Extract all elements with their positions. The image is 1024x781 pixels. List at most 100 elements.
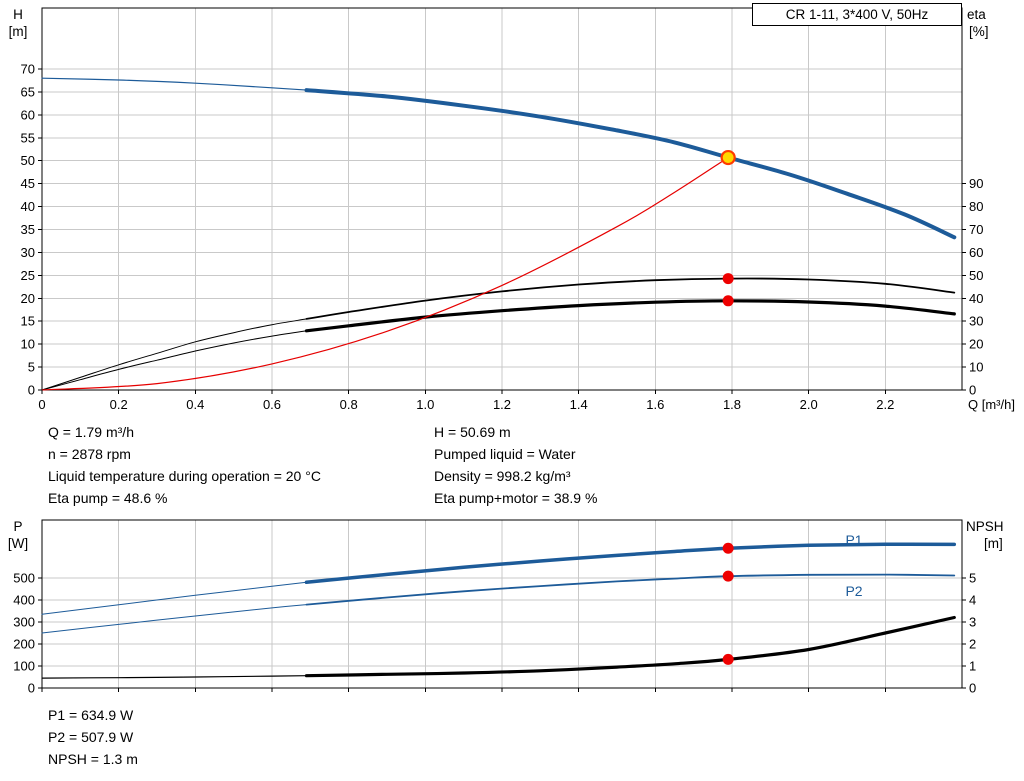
power-axis-label: P [13, 519, 22, 534]
x-tick-label: 1.8 [723, 397, 741, 412]
curve-head-curve [304, 88, 957, 240]
duty-dot-marker [722, 653, 734, 665]
liquid-temperature-text: Liquid temperature during operation = 20… [48, 468, 321, 484]
operating-data-block: Q = 1.79 m³/h n = 2878 rpm Liquid temper… [48, 424, 597, 506]
y-left-tick-label: 35 [21, 222, 35, 237]
x-tick-label: 0 [38, 397, 45, 412]
y-left-tick-label: 0 [28, 681, 35, 696]
curve-P2 [305, 573, 956, 606]
npsh-value-text: NPSH = 1.3 m [48, 751, 138, 767]
power-axis-unit: [W] [8, 536, 28, 551]
duty-dot-marker [722, 273, 734, 285]
y-right-tick-label: 1 [969, 658, 976, 673]
curve-system-curve [41, 156, 729, 391]
y-left-tick-label: 20 [21, 291, 35, 306]
y-right-tick-label: 80 [969, 199, 983, 214]
head-axis-unit: [m] [9, 24, 28, 39]
bottom-chart-grid [42, 520, 962, 688]
eta-axis-label: eta [967, 7, 986, 22]
y-right-tick-label: 90 [969, 176, 983, 191]
duty-point-marker[interactable] [720, 149, 736, 166]
curve-NPSH-curve [304, 615, 956, 678]
y-left-tick-label: 60 [21, 107, 35, 122]
p2-value-text: P2 = 507.9 W [48, 729, 134, 745]
y-left-tick-label: 45 [21, 176, 35, 191]
duty-dot-marker [722, 542, 734, 554]
top-chart-grid [42, 8, 962, 390]
curve-NPSH-curve-thin [41, 675, 308, 679]
y-right-tick-label: 50 [969, 268, 983, 283]
x-tick-label: 2.2 [876, 397, 894, 412]
curve-eta-pump [305, 277, 956, 320]
y-right-tick-label: 0 [969, 681, 976, 696]
x-tick-label: 1.6 [646, 397, 664, 412]
y-right-tick-label: 0 [969, 383, 976, 398]
y-left-tick-label: 25 [21, 268, 35, 283]
x-tick-label: 1.2 [493, 397, 511, 412]
p1-curve-label: P1 [845, 532, 862, 548]
curve-P1 [304, 542, 957, 585]
p1-value-text: P1 = 634.9 W [48, 707, 134, 723]
y-left-tick-label: 55 [21, 130, 35, 145]
speed-text: n = 2878 rpm [48, 446, 131, 462]
y-right-tick-label: 70 [969, 222, 983, 237]
duty-dot-marker [722, 570, 734, 582]
y-right-tick-label: 30 [969, 314, 983, 329]
top-chart-axes: 0 0.2 0.4 0.6 0.8 1.0 1.2 1.4 1.6 1.8 2.0 2.2 0 5 10 15… [21, 61, 984, 412]
top-chart-curves [41, 77, 957, 391]
flow-axis-label: Q [m³/h] [968, 397, 1015, 412]
eta-pump-text: Eta pump = 48.6 % [48, 490, 167, 506]
pumped-liquid-text: Pumped liquid = Water [434, 446, 576, 462]
npsh-axis-unit: [m] [984, 536, 1003, 551]
duty-flow-text: Q = 1.79 m³/h [48, 424, 134, 440]
x-tick-label: 0.8 [340, 397, 358, 412]
y-left-tick-label: 300 [13, 614, 35, 629]
x-tick-label: 2.0 [800, 397, 818, 412]
pump-title-box: CR 1-11, 3*400 V, 50Hz [752, 3, 962, 26]
p2-curve-label: P2 [845, 583, 862, 599]
y-left-tick-label: 70 [21, 61, 35, 76]
y-left-tick-label: 10 [21, 337, 35, 352]
power-data-block: P1 = 634.9 W P2 = 507.9 W NPSH = 1.3 m [48, 707, 138, 767]
y-right-tick-label: 20 [969, 337, 983, 352]
eta-axis-unit: [%] [969, 24, 989, 39]
y-right-tick-label: 4 [969, 592, 976, 607]
x-tick-label: 1.4 [570, 397, 588, 412]
y-left-tick-label: 5 [28, 360, 35, 375]
density-text: Density = 998.2 kg/m³ [434, 468, 571, 484]
bottom-chart-axes: 0 100 200 300 400 500 0 1 2 3 4 5 [13, 570, 976, 695]
curve-eta-pump-motor [304, 299, 956, 333]
curve-P1-thin [41, 581, 307, 615]
duty-head-text: H = 50.69 m [434, 424, 511, 440]
curve-head-curve-thin [41, 77, 308, 91]
y-right-tick-label: 40 [969, 291, 983, 306]
y-left-tick-label: 65 [21, 84, 35, 99]
head-axis-label: H [13, 7, 23, 22]
y-left-tick-label: 400 [13, 592, 35, 607]
curve-eta-pump-motor-thin [41, 330, 307, 391]
y-left-tick-label: 50 [21, 153, 35, 168]
npsh-axis-label: NPSH [966, 519, 1004, 534]
y-left-tick-label: 500 [13, 570, 35, 585]
y-right-tick-label: 2 [969, 636, 976, 651]
curve-P2-thin [41, 604, 307, 634]
pump-title-box-frame [752, 3, 962, 26]
eta-pump-motor-text: Eta pump+motor = 38.9 % [434, 490, 597, 506]
y-left-tick-label: 100 [13, 658, 35, 673]
x-tick-label: 0.4 [186, 397, 204, 412]
y-right-tick-label: 60 [969, 245, 983, 260]
x-tick-label: 1.0 [416, 397, 434, 412]
y-left-tick-label: 40 [21, 199, 35, 214]
x-tick-label: 0.2 [110, 397, 128, 412]
y-left-tick-label: 15 [21, 314, 35, 329]
y-right-tick-label: 10 [969, 360, 983, 375]
duty-dot-marker [722, 295, 734, 307]
bottom-chart-curves [41, 542, 957, 679]
y-left-tick-label: 0 [28, 383, 35, 398]
y-right-tick-label: 3 [969, 614, 976, 629]
x-tick-label: 0.6 [263, 397, 281, 412]
y-left-tick-label: 30 [21, 245, 35, 260]
y-left-tick-label: 200 [13, 636, 35, 651]
